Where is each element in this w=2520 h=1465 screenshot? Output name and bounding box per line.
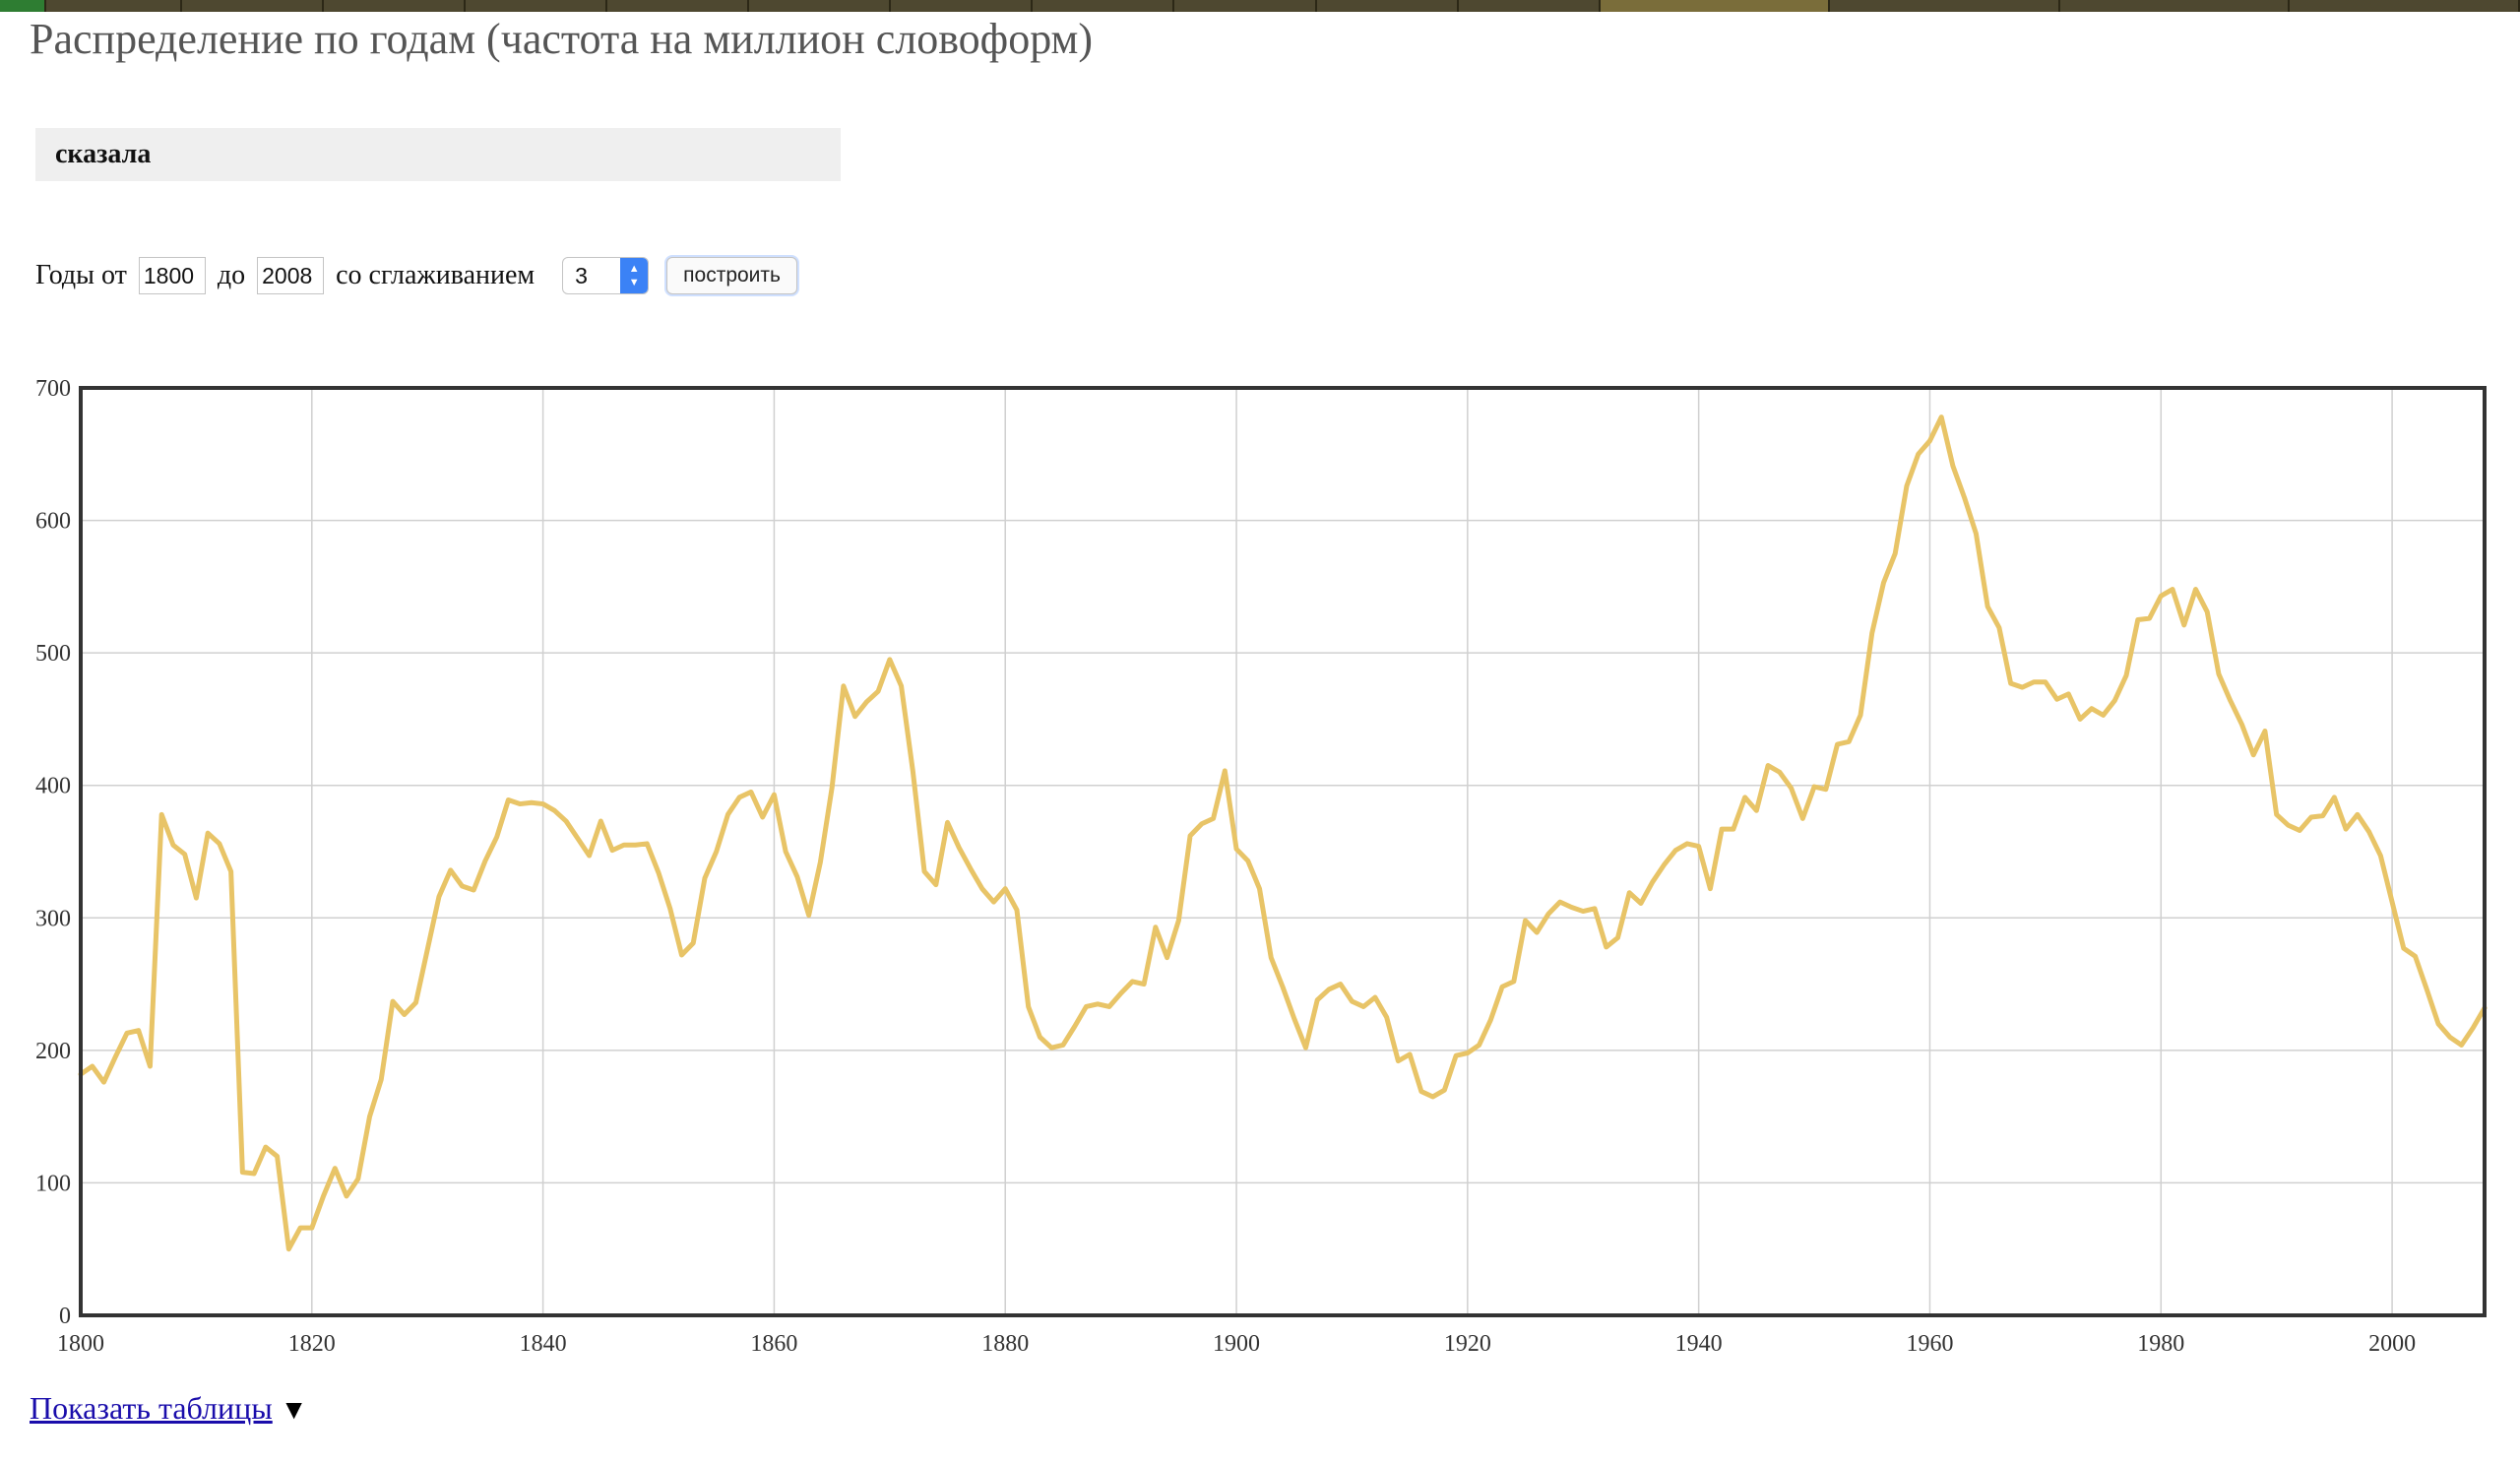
x-tick-label: 1920 xyxy=(1444,1331,1491,1357)
browser-tab[interactable] xyxy=(2290,0,2520,12)
browser-tab[interactable] xyxy=(2059,0,2291,12)
y-tick-label: 500 xyxy=(35,641,71,667)
year-controls: Годы от до со сглаживанием 3 ▲▼ построит… xyxy=(35,252,797,299)
select-arrows-icon: ▲ ▼ xyxy=(620,258,649,293)
browser-tab[interactable] xyxy=(466,0,608,12)
x-tick-label: 1840 xyxy=(520,1331,567,1357)
browser-tab[interactable] xyxy=(1316,0,1459,12)
year-to-input[interactable] xyxy=(257,257,325,294)
show-tables-link[interactable]: Показать таблицы xyxy=(30,1390,273,1426)
page-title: Распределение по годам (частота на милли… xyxy=(30,15,1094,63)
browser-tab-strip xyxy=(0,0,2520,12)
browser-tab-active[interactable] xyxy=(1600,0,1831,12)
x-tick-label: 1980 xyxy=(2137,1331,2184,1357)
chart-frame xyxy=(79,386,2487,1317)
browser-tab[interactable] xyxy=(1458,0,1601,12)
y-tick-label: 100 xyxy=(35,1171,71,1196)
x-tick-label: 1800 xyxy=(57,1331,104,1357)
browser-tab[interactable] xyxy=(324,0,467,12)
browser-tab[interactable] xyxy=(1033,0,1175,12)
y-tick-label: 300 xyxy=(35,906,71,931)
years-to-label: до xyxy=(217,260,246,290)
frequency-chart: 1800 1820 1840 1860 1880 1900 1920 1940 1960 1980… xyxy=(35,376,2488,1357)
query-label: сказала xyxy=(35,128,841,181)
y-tick-label: 600 xyxy=(35,509,71,535)
chart-series xyxy=(78,414,2488,1252)
browser-tab[interactable] xyxy=(182,0,325,12)
x-tick-label: 2000 xyxy=(2368,1331,2416,1357)
tab-favicon[interactable] xyxy=(0,0,46,12)
y-tick-label: 400 xyxy=(35,774,71,799)
y-tick-label: 700 xyxy=(35,376,71,402)
smoothing-value: 3 xyxy=(575,262,588,288)
show-tables-toggle[interactable]: Показать таблицы ▼ xyxy=(30,1390,307,1427)
build-button[interactable]: построить xyxy=(666,257,797,294)
x-tick-label: 1860 xyxy=(750,1331,797,1357)
browser-tab[interactable] xyxy=(45,0,182,12)
chart-grid xyxy=(80,387,2485,1316)
x-tick-label: 1880 xyxy=(981,1331,1029,1357)
series-line xyxy=(78,414,2488,1252)
chart-axis-labels: 1800 1820 1840 1860 1880 1900 1920 1940 1960 1980… xyxy=(35,376,2416,1357)
year-from-input[interactable] xyxy=(138,257,206,294)
browser-tab[interactable] xyxy=(1830,0,2060,12)
x-tick-label: 1960 xyxy=(1906,1331,1953,1357)
smoothing-select[interactable]: 3 ▲ ▼ xyxy=(562,257,650,294)
years-from-label: Годы от xyxy=(35,260,127,290)
browser-tab[interactable] xyxy=(891,0,1034,12)
y-tick-label: 200 xyxy=(35,1039,71,1064)
x-tick-label: 1820 xyxy=(288,1331,336,1357)
x-tick-label: 1940 xyxy=(1675,1331,1723,1357)
triangle-down-icon: ▼ xyxy=(280,1395,308,1426)
browser-tab[interactable] xyxy=(1174,0,1317,12)
browser-tab[interactable] xyxy=(607,0,750,12)
x-tick-label: 1900 xyxy=(1213,1331,1260,1357)
browser-tab[interactable] xyxy=(749,0,892,12)
y-tick-label: 0 xyxy=(59,1304,71,1329)
smoothing-label: со сглаживанием xyxy=(336,260,536,290)
